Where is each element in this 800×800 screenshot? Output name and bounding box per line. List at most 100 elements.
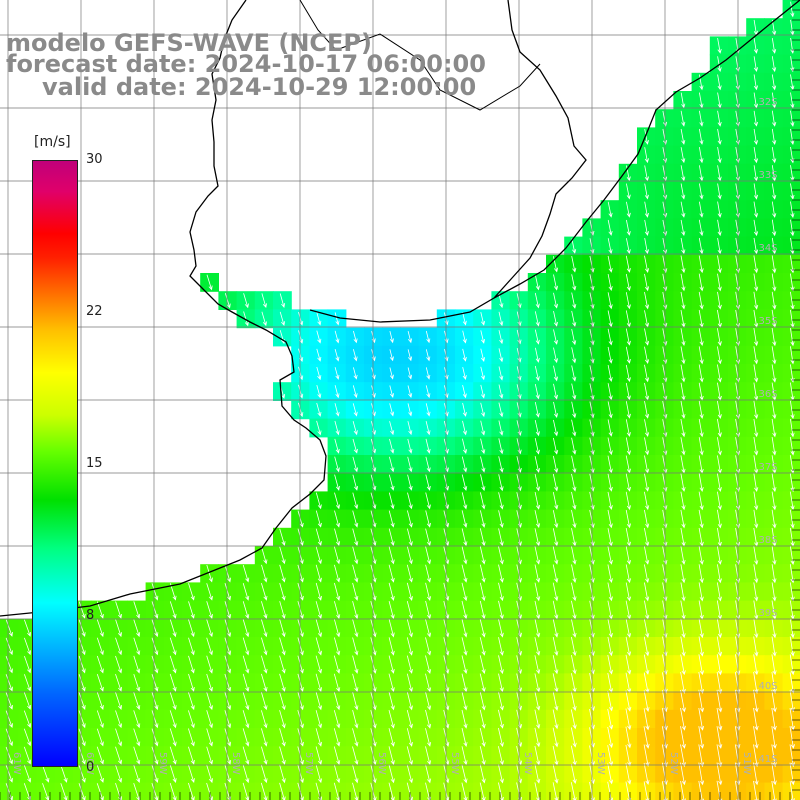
wind-arrow xyxy=(589,510,595,529)
wind-arrow xyxy=(498,782,504,800)
wind-arrow xyxy=(315,673,322,693)
wind-arrow xyxy=(261,655,268,674)
wind-arrow xyxy=(480,312,486,326)
wind-arrow xyxy=(771,38,777,54)
wind-arrow xyxy=(479,619,486,638)
wind-arrow xyxy=(242,746,250,765)
wind-arrow xyxy=(260,764,268,784)
wind-arrow xyxy=(643,726,650,749)
wind-arrow xyxy=(315,510,322,528)
wind-arrow xyxy=(461,510,468,528)
wind-arrow xyxy=(571,437,577,455)
wind-arrow xyxy=(680,201,686,218)
wind-arrow xyxy=(716,671,723,694)
wind-arrow xyxy=(698,473,704,493)
wind-arrow xyxy=(169,710,177,729)
wind-arrow xyxy=(571,292,577,309)
wind-arrow xyxy=(315,746,323,765)
wind-arrow xyxy=(717,473,722,493)
wind-arrow xyxy=(480,402,486,418)
wind-arrow xyxy=(790,37,795,54)
wind-speed-cell xyxy=(36,782,56,800)
wind-arrow xyxy=(279,764,286,784)
wind-arrow xyxy=(589,365,595,382)
wind-arrow xyxy=(480,474,486,492)
wind-arrow xyxy=(206,746,213,765)
wind-arrow xyxy=(644,382,650,401)
wind-arrow xyxy=(644,328,650,346)
wind-arrow xyxy=(607,582,613,602)
wind-arrow xyxy=(644,401,650,419)
wind-arrow xyxy=(462,367,467,380)
wind-arrow xyxy=(680,654,686,676)
wind-arrow xyxy=(188,746,195,765)
wind-arrow xyxy=(5,710,13,729)
lat-label: 36S xyxy=(758,389,777,400)
wind-arrow xyxy=(261,673,268,692)
wind-arrow xyxy=(753,56,759,72)
wind-arrow xyxy=(771,273,777,292)
wind-arrow xyxy=(607,726,614,749)
wind-arrow xyxy=(553,256,559,273)
wind-arrow xyxy=(151,619,159,638)
wind-arrow xyxy=(316,366,322,381)
wind-arrow xyxy=(407,331,413,344)
wind-arrow xyxy=(771,636,777,657)
wind-arrow xyxy=(753,707,759,731)
wind-arrow xyxy=(625,491,631,511)
wind-arrow xyxy=(279,655,286,674)
lon-label: 58W xyxy=(230,752,241,775)
wind-arrow xyxy=(698,744,705,768)
wind-arrow xyxy=(589,310,595,328)
wind-arrow xyxy=(133,692,141,710)
wind-arrow xyxy=(680,219,686,236)
wind-arrow xyxy=(279,710,286,729)
wind-arrow xyxy=(753,654,759,676)
wind-arrow xyxy=(607,546,613,565)
wind-arrow xyxy=(753,473,759,492)
wind-arrow xyxy=(388,619,395,638)
wind-arrow xyxy=(644,437,650,456)
wind-arrow xyxy=(78,619,86,637)
lon-label: 52W xyxy=(668,752,679,775)
wind-arrow xyxy=(789,744,795,768)
wind-arrow xyxy=(133,673,141,692)
wind-arrow xyxy=(151,601,159,619)
wind-arrow xyxy=(115,692,122,710)
wind-arrow xyxy=(333,673,341,693)
wind-arrow xyxy=(388,492,395,510)
wind-arrow xyxy=(389,367,394,380)
wind-arrow xyxy=(625,255,631,273)
wind-arrow xyxy=(206,601,213,619)
wind-arrow xyxy=(406,564,413,583)
wind-arrow xyxy=(699,110,704,127)
wind-arrow xyxy=(151,746,159,765)
wind-speed-cell xyxy=(782,418,800,438)
wind-arrow xyxy=(771,707,777,731)
wind-arrow xyxy=(115,601,122,619)
wind-arrow xyxy=(115,673,122,692)
wind-arrow xyxy=(644,201,649,218)
wind-speed-cell xyxy=(236,782,256,800)
wind-arrow xyxy=(479,709,486,729)
wind-arrow xyxy=(771,110,777,127)
wind-arrow xyxy=(552,782,559,800)
wind-arrow xyxy=(23,710,32,729)
wind-arrow xyxy=(60,783,68,800)
wind-arrow xyxy=(662,582,668,602)
wind-arrow xyxy=(571,491,577,510)
wind-arrow xyxy=(151,728,159,747)
wind-arrow xyxy=(771,762,777,786)
wind-arrow xyxy=(534,420,540,437)
wind-arrow xyxy=(315,764,323,784)
wind-arrow xyxy=(699,147,704,164)
wind-arrow xyxy=(224,564,231,583)
wind-arrow xyxy=(753,437,759,456)
wind-arrow xyxy=(425,746,432,766)
wind-arrow xyxy=(479,582,486,602)
colorbar-tick-15: 15 xyxy=(86,456,103,471)
wind-arrow xyxy=(771,56,777,73)
wind-arrow xyxy=(498,637,504,656)
wind-arrow xyxy=(261,601,268,619)
wind-arrow xyxy=(607,401,613,419)
